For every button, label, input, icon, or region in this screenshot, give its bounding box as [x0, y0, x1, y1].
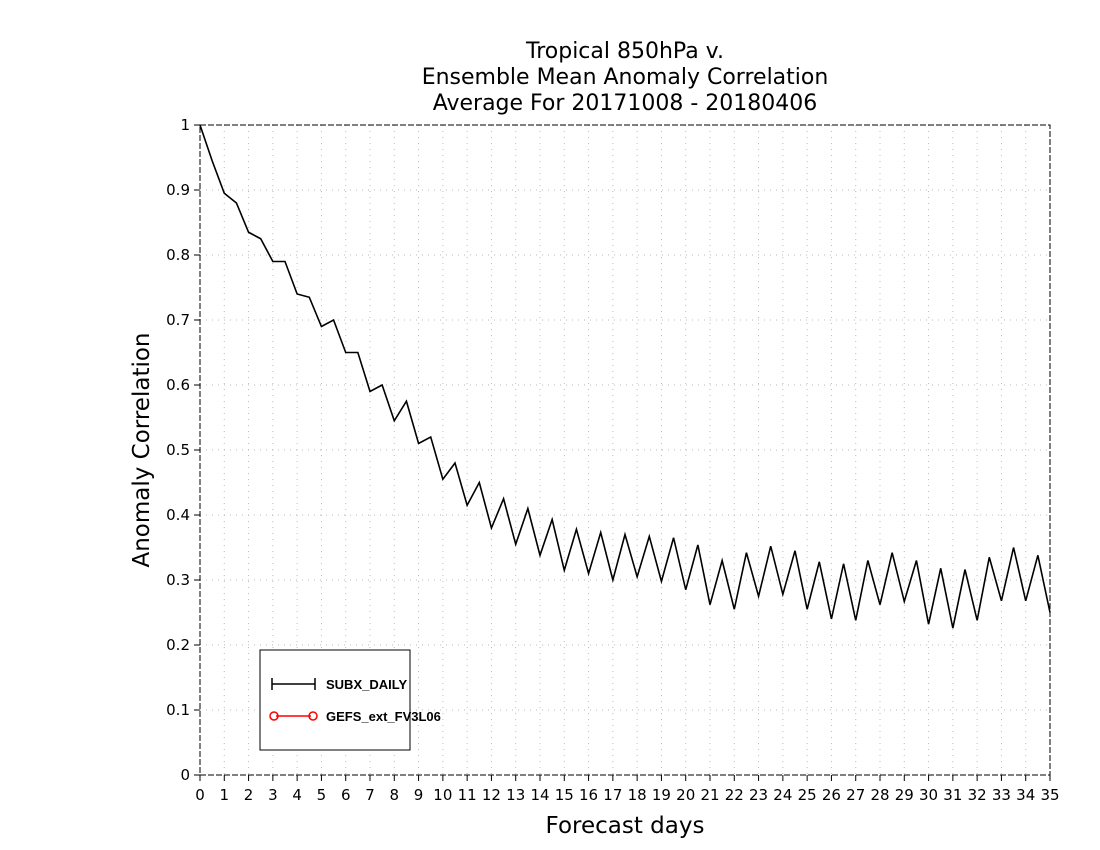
x-tick-label: 24: [773, 786, 792, 804]
legend-label-2: GEFS_ext_FV3L06: [326, 709, 441, 724]
x-tick-label: 20: [676, 786, 695, 804]
chart-title-line-1: Tropical 850hPa v.: [525, 39, 724, 64]
y-tick-label: 0: [180, 766, 190, 784]
series-line-1: [199, 124, 1051, 629]
x-tick-label: 5: [317, 786, 327, 804]
x-tick-label: 19: [652, 786, 671, 804]
chart-title: Tropical 850hPa v. Ensemble Mean Anomaly…: [422, 39, 829, 116]
legend-label-1: SUBX_DAILY: [326, 677, 407, 692]
y-tick-label: 0.3: [166, 571, 190, 589]
grid: [200, 125, 1050, 775]
x-tick-label: 1: [220, 786, 230, 804]
x-tick-label: 10: [433, 786, 452, 804]
x-tick-label: 12: [482, 786, 501, 804]
x-tick-label: 34: [1016, 786, 1035, 804]
x-axis-label: Forecast days: [546, 813, 705, 839]
series-layer: [199, 124, 1051, 629]
x-tick-label: 17: [603, 786, 622, 804]
x-tick-label: 3: [268, 786, 278, 804]
axis-ticks: 0 1 2 3 4 5 6 7 8 9 10 11 12 13 14 15 16 17 18 19 20 21 22 23 24…: [166, 116, 1059, 804]
x-tick-label: 2: [244, 786, 254, 804]
x-tick-label: 14: [530, 786, 549, 804]
y-tick-label: 1: [180, 116, 190, 134]
x-tick-label: 26: [822, 786, 841, 804]
y-tick-label: 0.9: [166, 181, 190, 199]
legend-box: [259, 649, 411, 751]
x-tick-label: 4: [292, 786, 302, 804]
x-tick-label: 31: [943, 786, 962, 804]
x-tick-label: 8: [390, 786, 400, 804]
x-tick-label: 13: [506, 786, 525, 804]
x-tick-label: 32: [968, 786, 987, 804]
x-tick-label: 16: [579, 786, 598, 804]
x-tick-label: 11: [458, 786, 477, 804]
x-tick-label: 29: [895, 786, 914, 804]
x-tick-label: 0: [195, 786, 205, 804]
legend-entry-1: SUBX_DAILY: [271, 677, 407, 692]
y-tick-label: 0.4: [166, 506, 190, 524]
legend-marker-plus-1: [271, 678, 316, 690]
y-tick-label: 0.1: [166, 701, 190, 719]
chart-title-line-3: Average For 20171008 - 20180406: [433, 91, 818, 116]
chart-title-line-2: Ensemble Mean Anomaly Correlation: [422, 65, 829, 90]
x-tick-label: 35: [1040, 786, 1059, 804]
x-tick-label: 7: [365, 786, 375, 804]
x-tick-label: 6: [341, 786, 351, 804]
y-tick-label: 0.8: [166, 246, 190, 264]
x-tick-label: 9: [414, 786, 424, 804]
x-tick-label: 15: [555, 786, 574, 804]
legend-marker-circle-b: [308, 711, 318, 721]
x-tick-label: 22: [725, 786, 744, 804]
legend-marker-circle-a: [269, 711, 279, 721]
x-tick-label: 25: [798, 786, 817, 804]
legend-entry-2: GEFS_ext_FV3L06: [269, 709, 441, 724]
y-tick-label: 0.5: [166, 441, 190, 459]
x-tick-label: 21: [700, 786, 719, 804]
x-tick-label: 33: [992, 786, 1011, 804]
y-axis-label: Anomaly Correlation: [129, 332, 155, 567]
x-tick-label: 30: [919, 786, 938, 804]
x-tick-label: 28: [870, 786, 889, 804]
x-tick-label: 23: [749, 786, 768, 804]
y-tick-label: 0.6: [166, 376, 190, 394]
y-tick-label: 0.7: [166, 311, 190, 329]
legend: SUBX_DAILY GEFS_ext_FV3L06: [259, 649, 441, 751]
x-tick-label: 18: [628, 786, 647, 804]
x-tick-label: 27: [846, 786, 865, 804]
y-tick-label: 0.2: [166, 636, 190, 654]
